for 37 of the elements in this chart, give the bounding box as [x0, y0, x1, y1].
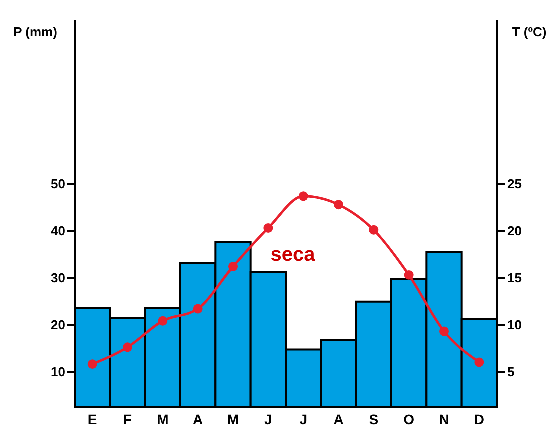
- point: [369, 225, 379, 235]
- point: [404, 270, 414, 280]
- x-tick-label: D: [474, 412, 484, 428]
- point: [440, 326, 449, 336]
- x-tick-label: A: [193, 412, 204, 428]
- x-tick-label: F: [123, 412, 132, 428]
- y2-tick-label: 10: [508, 317, 522, 332]
- y2-tick-label: 15: [508, 270, 522, 286]
- y2-tick-label: 25: [508, 176, 522, 192]
- point: [298, 192, 308, 202]
- y2-tick-label: 5: [508, 364, 515, 380]
- point: [228, 262, 238, 272]
- x-tick-label: S: [369, 412, 379, 428]
- point: [334, 200, 344, 210]
- y-tick-label: 10: [51, 364, 66, 380]
- x-tick-label: J: [300, 412, 308, 428]
- x-tick-label: M: [227, 412, 240, 428]
- point: [474, 358, 484, 368]
- annotation: seca: [270, 244, 316, 266]
- point: [158, 316, 168, 326]
- y2-axis-title: T (ºC): [512, 24, 547, 40]
- point: [264, 224, 274, 234]
- x-tick-label: J: [264, 412, 272, 428]
- x-tick-label: N: [439, 412, 450, 428]
- y-tick-label: 40: [51, 224, 66, 239]
- y-tick-label: 20: [51, 317, 66, 332]
- x-tick-label: A: [334, 412, 344, 428]
- y-tick-label: 50: [51, 176, 66, 192]
- x-tick-label: M: [157, 412, 169, 428]
- x-tick-label: E: [88, 412, 98, 428]
- y-tick-label: 30: [51, 270, 66, 286]
- point: [123, 342, 132, 352]
- x-tick-label: O: [404, 412, 415, 428]
- point: [88, 360, 98, 370]
- y-axis-title: P (mm): [14, 24, 58, 40]
- point: [193, 304, 203, 314]
- y2-tick-label: 20: [508, 224, 522, 239]
